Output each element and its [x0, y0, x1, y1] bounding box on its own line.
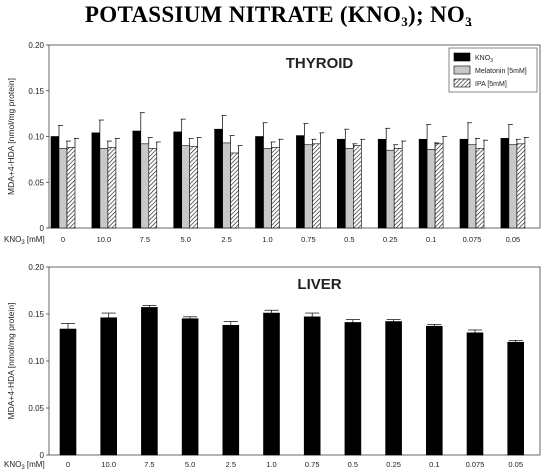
bar	[385, 149, 395, 229]
bar	[426, 149, 436, 229]
x-tick-label: 7.5	[140, 235, 150, 244]
x-tick-label: 0	[61, 235, 65, 244]
x-tick-label: 0.05	[508, 460, 523, 469]
y-tick-label: 0.15	[28, 87, 44, 96]
bar	[393, 148, 403, 229]
bar	[99, 148, 109, 229]
bar	[148, 148, 158, 229]
bar	[377, 138, 387, 229]
x-tick-label: 0.5	[348, 460, 358, 469]
bar	[516, 143, 526, 229]
y-tick-label: 0.20	[28, 41, 44, 50]
bar	[336, 138, 346, 229]
bar	[107, 147, 117, 229]
x-axis-label: KNO3 [mM]	[4, 235, 45, 246]
bar	[132, 130, 142, 229]
bar	[59, 328, 77, 456]
y-tick-label: 0.05	[28, 178, 44, 187]
x-tick-label: 0.075	[466, 460, 485, 469]
y-axis-label: MDA+4-HDA [nmol/mg protein]	[6, 78, 16, 195]
bar	[141, 307, 158, 456]
bar	[100, 317, 117, 456]
y-tick-label: 0	[40, 451, 45, 460]
legend-entry: Melatonin [5mM]	[475, 68, 527, 75]
bar	[507, 341, 525, 456]
x-tick-label: 0.75	[305, 460, 320, 469]
y-tick-label: 0.10	[28, 133, 44, 142]
y-tick-label: 0	[40, 224, 45, 233]
y-axis-label: MDA+4-HDA [nmol/mg protein]	[6, 303, 16, 420]
y-tick-label: 0.10	[28, 357, 44, 366]
x-tick-label: 0.05	[506, 235, 521, 244]
bar	[214, 128, 223, 229]
bar	[312, 143, 321, 229]
bar	[467, 144, 477, 229]
x-tick-label: 0.5	[344, 235, 354, 244]
x-tick-label: 0.25	[383, 235, 398, 244]
bar	[352, 145, 362, 229]
bar	[181, 318, 199, 456]
x-tick-label: 0.25	[386, 460, 401, 469]
y-tick-label: 0.05	[28, 404, 44, 413]
bar	[466, 332, 484, 456]
x-tick-label: 0.75	[301, 235, 316, 244]
bar	[230, 152, 239, 229]
x-tick-label: 0.075	[463, 235, 482, 244]
bar	[255, 136, 264, 229]
bar	[222, 142, 231, 229]
bar	[303, 316, 321, 456]
bar	[173, 131, 182, 229]
bar	[475, 148, 485, 229]
x-tick-label: 10.0	[101, 460, 116, 469]
legend-swatch	[453, 78, 471, 88]
bar	[304, 144, 313, 229]
bar	[271, 147, 280, 229]
legend-entry: IPA [5mM]	[475, 81, 507, 88]
x-tick-label: 0.1	[429, 460, 439, 469]
x-tick-label: 5.0	[185, 460, 195, 469]
x-tick-label: 0.1	[426, 235, 436, 244]
bar	[508, 144, 518, 229]
bar	[181, 145, 190, 229]
chart-title: THYROID	[286, 55, 354, 72]
x-tick-label: 10.0	[97, 235, 112, 244]
x-tick-label: 5.0	[180, 235, 190, 244]
chart-title: LIVER	[297, 276, 341, 293]
legend-swatch	[453, 52, 471, 62]
bar	[434, 143, 444, 229]
bar	[222, 324, 240, 456]
x-axis-label: KNO3 [mM]	[4, 460, 45, 471]
bar	[189, 146, 198, 229]
x-tick-label: 1.0	[262, 235, 272, 244]
bar	[500, 138, 510, 229]
legend-entry: KNO3	[475, 55, 493, 64]
legend-swatch	[453, 65, 471, 75]
bar	[50, 136, 60, 229]
x-tick-label: 0	[66, 460, 70, 469]
bar	[459, 138, 469, 229]
page-title: POTASSIUM NITRATE (KNO3); NO −3	[84, 2, 473, 33]
bar	[58, 148, 68, 229]
x-tick-label: 2.5	[226, 460, 236, 469]
bar	[263, 312, 280, 456]
bar	[425, 325, 443, 456]
bar	[344, 148, 354, 229]
bar	[385, 321, 402, 456]
bar	[418, 138, 428, 229]
bar	[263, 148, 272, 229]
x-tick-label: 7.5	[144, 460, 154, 469]
x-tick-label: 1.0	[266, 460, 276, 469]
bar	[296, 135, 305, 229]
bar	[91, 132, 101, 229]
bar	[140, 143, 150, 229]
x-tick-label: 2.5	[221, 235, 231, 244]
y-tick-label: 0.20	[28, 263, 44, 272]
bar	[66, 147, 76, 229]
bar	[344, 322, 362, 456]
plot-frame	[48, 266, 541, 456]
y-tick-label: 0.15	[28, 310, 44, 319]
